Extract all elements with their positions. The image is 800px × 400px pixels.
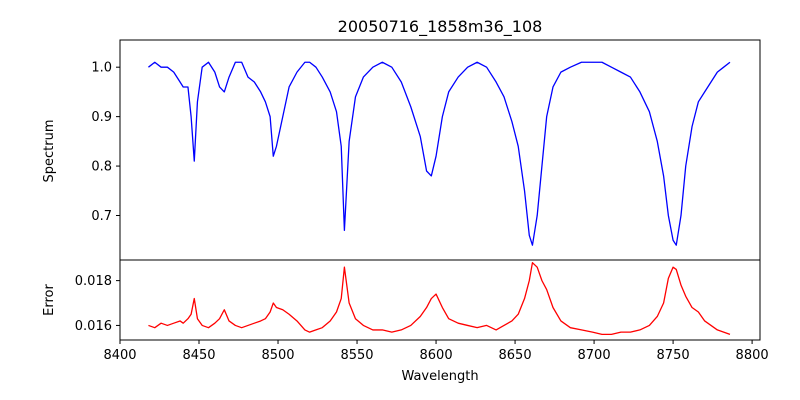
x-tick-label: 8550 [340,348,373,363]
error-y-axis-label: Error [42,284,57,316]
wavelength-x-ticks: 8400 8450 8500 8550 8600 8650 8700 8750 8800 [103,340,769,363]
x-tick-label: 8400 [103,348,136,363]
spectrum-y-ticks: 0.7 0.8 0.9 1.0 [91,61,120,224]
x-tick-label: 8650 [499,348,532,363]
spectrum-y-axis-label: Spectrum [42,120,57,183]
spectrum-y-tick-label: 0.8 [91,160,112,175]
error-series [148,262,731,336]
error-series-line-0 [148,262,731,336]
x-tick-label: 8750 [657,348,690,363]
x-tick-label: 8800 [736,348,769,363]
error-y-tick-label: 0.016 [75,319,112,334]
x-tick-label: 8600 [420,348,453,363]
error-y-tick-label: 0.018 [75,274,112,289]
x-axis-label: Wavelength [401,369,478,384]
spectrum-series [148,61,731,246]
error-frame [119,259,761,341]
spectrum-series-line-0 [148,61,731,246]
spectrum-panel-title: 20050716_1858m36_108 [338,17,543,37]
spectrum-panel: 0.7 0.8 0.9 1.0 [91,39,761,261]
spectrum-y-tick-label: 0.7 [91,209,112,224]
x-tick-label: 8700 [578,348,611,363]
spectrum-y-tick-label: 1.0 [91,61,112,76]
x-tick-label: 8450 [182,348,215,363]
x-tick-label: 8500 [261,348,294,363]
error-y-ticks: 0.016 0.018 [75,274,120,334]
spectrum-y-tick-label: 0.9 [91,110,112,125]
